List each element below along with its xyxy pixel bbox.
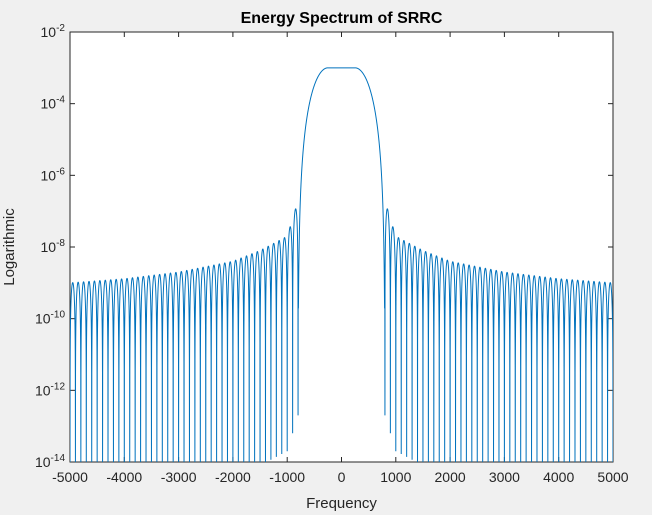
x-axis-ticks: -5000 -4000 -3000 -2000 -1000 0 1000 2000 3000 40…: [52, 32, 629, 485]
spectrum-line: [70, 67, 613, 462]
x-tick-label: -1000: [269, 469, 305, 485]
y-tick-base: 10: [35, 311, 51, 327]
y-tick-label: 10-14: [35, 453, 65, 470]
chart-title: Energy Spectrum of SRRC: [241, 10, 443, 27]
y-tick-base: 10: [41, 96, 57, 112]
y-tick-base: 10: [41, 24, 57, 40]
y-tick-base: 10: [35, 382, 51, 398]
y-tick-exponent: -14: [51, 453, 66, 464]
y-tick-exponent: -8: [56, 238, 65, 249]
x-tick-label: -4000: [106, 469, 142, 485]
y-tick-label: 10-4: [41, 95, 66, 112]
y-tick-label: 10-10: [35, 310, 65, 327]
y-tick-base: 10: [35, 454, 51, 470]
x-tick-label: 5000: [597, 469, 628, 485]
x-axis-label: Frequency: [306, 495, 377, 512]
y-tick-base: 10: [41, 239, 57, 255]
x-tick-label: 1000: [380, 469, 411, 485]
y-tick-exponent: -4: [56, 95, 65, 106]
y-tick-exponent: -10: [51, 310, 66, 321]
y-axis-label: Logarithmic: [1, 208, 18, 286]
y-tick-label: 10-8: [41, 238, 66, 255]
y-tick-label: 10-12: [35, 381, 65, 398]
x-tick-label: -5000: [52, 469, 88, 485]
y-tick-label: 10-6: [41, 166, 66, 183]
x-tick-label: -3000: [161, 469, 197, 485]
y-tick-exponent: -2: [56, 23, 65, 34]
x-tick-label: 4000: [543, 469, 574, 485]
plot-area: [69, 31, 614, 463]
x-tick-label: -2000: [215, 469, 251, 485]
x-tick-label: 2000: [435, 469, 466, 485]
x-tick-label: 3000: [489, 469, 520, 485]
y-tick-exponent: -6: [56, 166, 65, 177]
y-tick-base: 10: [41, 167, 57, 183]
y-tick-exponent: -12: [51, 381, 66, 392]
y-tick-label: 10-2: [41, 23, 66, 40]
x-tick-label: 0: [338, 469, 346, 485]
